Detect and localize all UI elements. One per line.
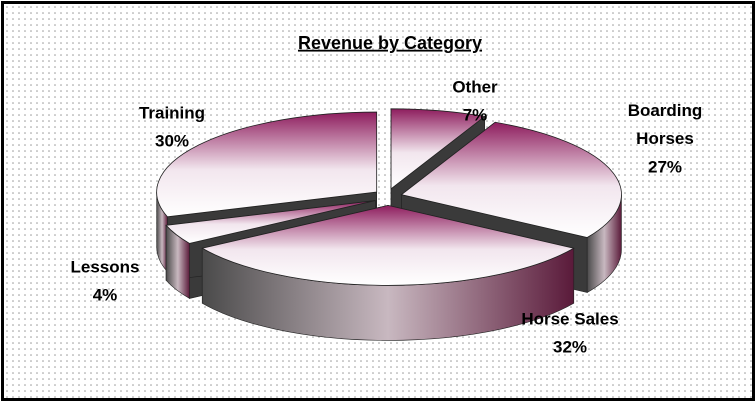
slice-label: Other bbox=[452, 77, 498, 96]
slice-label: Training bbox=[139, 103, 205, 122]
value-label: 30% bbox=[155, 131, 189, 150]
pie-slice bbox=[390, 108, 486, 190]
value-label: 32% bbox=[553, 337, 587, 356]
value-label: 27% bbox=[648, 157, 682, 176]
pie-slice bbox=[165, 200, 376, 244]
slice-label: Horse Sales bbox=[521, 309, 618, 328]
slice bbox=[201, 204, 575, 341]
slice-label-line: Boarding bbox=[628, 101, 703, 120]
pie-slice bbox=[156, 111, 378, 218]
chart-title: Revenue by Category bbox=[298, 33, 482, 53]
pie-slice bbox=[201, 204, 575, 286]
pie-slice bbox=[400, 121, 622, 238]
slice-label: Boarding Horses bbox=[628, 101, 703, 148]
value-label: 4% bbox=[93, 285, 118, 304]
slice-label: Lessons bbox=[71, 257, 140, 276]
value-label: 7% bbox=[463, 105, 488, 124]
slice-label-line: Horses bbox=[636, 129, 694, 148]
